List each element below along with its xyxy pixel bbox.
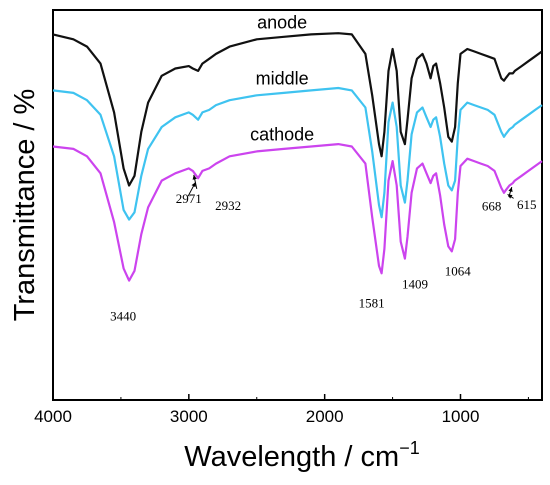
x-axis-title: Wavelength / cm−1 [184,438,419,473]
series-line-cathode [52,143,543,282]
x-tick-label: 4000 [34,407,72,426]
peak-label-1409: 1409 [402,277,428,292]
x-tick-label: 2000 [306,407,344,426]
peak-label-1581: 1581 [359,295,385,310]
series-line-middle [52,86,543,221]
series-line-anode [52,32,543,187]
x-tick-label: 3000 [170,407,208,426]
peak-label-668: 668 [482,198,502,213]
x-axis-title-superscript: −1 [399,438,420,458]
x-axis-title-main: Wavelength / cm [184,441,399,473]
peak-arrowhead-668 [507,194,513,199]
series-label-cathode: cathode [250,125,314,145]
peak-arrowhead-615 [508,187,513,192]
peak-arrowhead-2932 [191,182,196,188]
series-label-middle: middle [256,68,309,88]
series-labels: anode middle cathode [250,12,314,144]
peak-label-615: 615 [517,197,537,212]
series-layer [52,32,543,282]
series-label-anode: anode [257,12,307,32]
plot-frame [52,9,543,401]
peak-label-2932: 2932 [215,198,241,213]
peak-annotations: 3440 2971 2932 1581 1409 1064 668 615 [110,174,537,324]
x-tick-label: 1000 [442,407,480,426]
peak-label-2971: 2971 [176,191,202,206]
peak-label-1064: 1064 [445,263,472,278]
peak-label-3440: 3440 [110,309,136,324]
x-axis-ticks: 4000 3000 2000 1000 [34,394,529,426]
peak-arrowhead-2971 [192,174,197,180]
y-axis-title: Transmittance / % [9,89,41,322]
